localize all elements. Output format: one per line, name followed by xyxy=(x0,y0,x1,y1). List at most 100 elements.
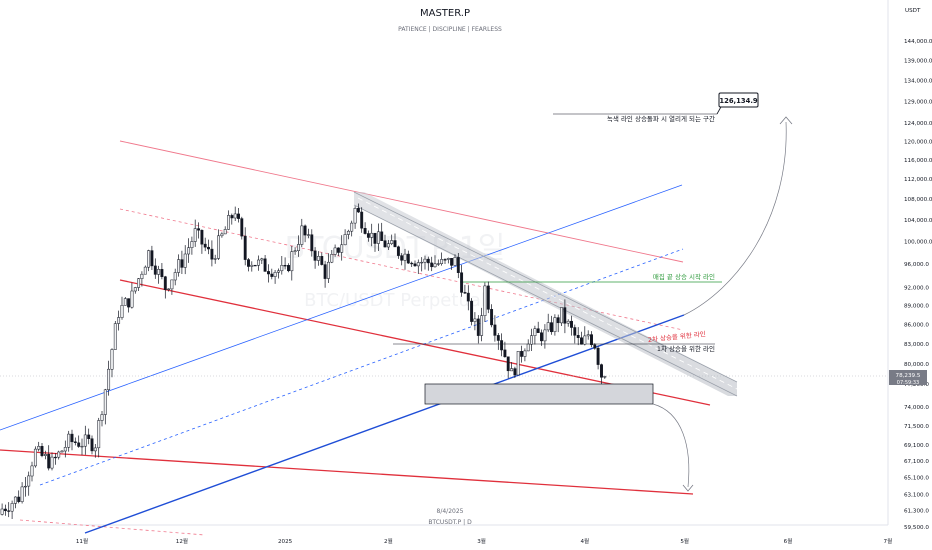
candle-body xyxy=(87,434,91,439)
green-line-label: 매집 끝 상승 시작 라인 xyxy=(653,272,715,281)
candle-body xyxy=(553,317,557,332)
candle-body xyxy=(53,456,57,459)
target-price-callout[interactable]: 126,134.9 xyxy=(716,92,759,115)
candle-body xyxy=(40,446,44,456)
bearish-projection-arc[interactable] xyxy=(652,403,690,488)
price-tick-label: 124,000.0 xyxy=(904,121,932,127)
candle-body xyxy=(110,349,114,370)
blue-upper-line[interactable] xyxy=(0,184,683,431)
candle-body xyxy=(323,264,327,279)
candle-body xyxy=(283,265,287,267)
pink-bottom-dashed-line[interactable] xyxy=(19,519,206,536)
candle-body xyxy=(320,256,324,265)
candle-body xyxy=(450,258,454,266)
descending-band[interactable] xyxy=(354,192,737,396)
candle-body xyxy=(303,225,307,236)
descending-band-center xyxy=(357,197,738,390)
candle-body xyxy=(500,340,504,351)
candle-body xyxy=(480,315,484,336)
candle-body xyxy=(570,320,573,328)
candle-body xyxy=(306,234,310,236)
candle-body xyxy=(210,248,214,260)
candle-body xyxy=(573,327,577,336)
candle-body xyxy=(460,272,464,293)
candle-body xyxy=(257,259,260,266)
candle-body xyxy=(333,247,337,255)
candle-body xyxy=(193,228,197,242)
candle-body xyxy=(446,258,450,260)
candle-body xyxy=(10,503,14,512)
candle-body xyxy=(270,273,274,277)
candle-body xyxy=(350,222,354,232)
candle-body xyxy=(70,433,74,443)
candle-body xyxy=(243,235,247,260)
candle-body xyxy=(310,234,314,252)
price-tick-label: 89,000.0 xyxy=(904,304,929,310)
candle-body xyxy=(113,323,117,350)
candle-body xyxy=(250,264,254,267)
candle-body xyxy=(593,344,597,349)
candle-body xyxy=(586,334,590,337)
blue-support-line[interactable] xyxy=(84,314,685,534)
candle-body xyxy=(496,335,500,341)
candle-body xyxy=(413,263,417,267)
candle-body xyxy=(7,510,11,512)
candle-body xyxy=(237,213,240,219)
candle-body xyxy=(33,448,37,467)
price-tick-label: 69,100.0 xyxy=(904,443,929,449)
pink-channel-top-line[interactable] xyxy=(119,140,684,263)
candle-body xyxy=(123,298,127,306)
candle-body xyxy=(167,288,171,290)
candle-body xyxy=(67,433,71,448)
bullish-projection-arc[interactable] xyxy=(683,121,787,316)
candle-body xyxy=(137,278,141,288)
candle-body xyxy=(273,272,277,277)
price-tick-label: 92,000.0 xyxy=(904,285,929,291)
time-axis[interactable]: 11월 12월 2025 2월 3월 4월 5월 6월 7월 xyxy=(76,537,892,545)
candle-body xyxy=(453,257,457,266)
time-tick-label: 2월 xyxy=(384,537,393,545)
candle-body xyxy=(326,261,330,279)
red-lower-line[interactable] xyxy=(0,449,694,495)
chart-subtitle: PATIENCE | DISCIPLINE | FEARLESS xyxy=(398,26,502,33)
candle-body xyxy=(313,250,317,261)
candle-body xyxy=(373,232,377,244)
price-tick-label: 63,100.0 xyxy=(904,493,929,499)
candle-body xyxy=(47,454,51,469)
candle-body xyxy=(90,438,94,452)
candle-body xyxy=(513,368,517,376)
time-tick-label: 4월 xyxy=(580,537,589,545)
candle-body xyxy=(127,298,131,308)
candle-body xyxy=(463,292,467,294)
candle-body xyxy=(217,235,220,259)
candle-body xyxy=(3,508,7,512)
candle-body xyxy=(200,229,204,245)
candle-body xyxy=(150,250,154,267)
candle-body xyxy=(30,465,34,477)
candle-body xyxy=(560,307,563,324)
candle-body xyxy=(363,228,367,234)
candle-body xyxy=(287,265,290,272)
candle-body xyxy=(130,290,134,308)
candle-body xyxy=(57,451,61,458)
support-zone-box[interactable] xyxy=(424,383,654,405)
footer-symbol: BTCUSDT.P | D xyxy=(428,519,472,526)
candle-body xyxy=(520,351,524,357)
candle-body xyxy=(423,258,427,263)
candle-body xyxy=(316,256,320,261)
candle-body xyxy=(583,335,587,345)
price-tick-label: 80,000.0 xyxy=(904,362,929,368)
candle-body xyxy=(230,215,234,219)
candle-body xyxy=(220,233,224,237)
blue-mid-dashed-line[interactable] xyxy=(39,248,684,486)
candle-body xyxy=(456,257,460,273)
candle-body xyxy=(483,285,487,316)
price-scale[interactable]: 144,000.0 139,000.0 134,000.0 129,000.0 124,… xyxy=(904,39,932,531)
candle-body xyxy=(133,287,137,292)
candle-body xyxy=(470,300,474,322)
price-tick-label: 100,000.0 xyxy=(904,240,932,246)
candle-body xyxy=(160,269,164,277)
candle-body xyxy=(173,272,177,281)
price-tick-label: 74,000.0 xyxy=(904,405,929,411)
candle-body xyxy=(43,454,47,456)
